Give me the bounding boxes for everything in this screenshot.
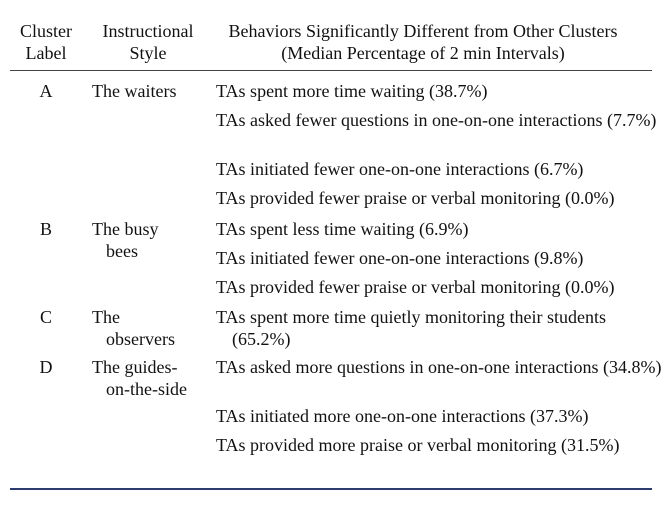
header-cluster-label: Cluster Label bbox=[10, 20, 82, 64]
behavior-item: TAs asked more questions in one-on-one i… bbox=[216, 357, 662, 377]
header-rule bbox=[10, 70, 652, 71]
header-text: Instructional bbox=[102, 21, 194, 41]
header-text: Style bbox=[129, 43, 167, 63]
cluster-label: A bbox=[39, 81, 53, 101]
behavior-item: TAs initiated more one-on-one interactio… bbox=[216, 406, 589, 426]
instructional-style: The busy bees bbox=[92, 219, 159, 261]
instructional-style: The observers bbox=[92, 307, 175, 349]
behavior-item: TAs asked fewer questions in one-on-one … bbox=[216, 110, 657, 130]
header-text: (Median Percentage of 2 min Intervals) bbox=[281, 43, 565, 63]
behavior-item: TAs provided fewer praise or verbal moni… bbox=[216, 277, 615, 297]
header-instructional-style: Instructional Style bbox=[92, 20, 204, 64]
behavior-item: TAs spent more time quietly monitoring t… bbox=[216, 307, 607, 349]
header-behaviors: Behaviors Significantly Different from O… bbox=[216, 20, 630, 64]
cluster-label: D bbox=[39, 357, 53, 377]
behavior-item: TAs provided more praise or verbal monit… bbox=[216, 435, 620, 455]
behavior-item: TAs initiated fewer one-on-one interacti… bbox=[216, 248, 584, 268]
header-text: Behaviors Significantly Different from O… bbox=[228, 21, 618, 41]
behavior-item: TAs provided fewer praise or verbal moni… bbox=[216, 188, 615, 208]
bottom-rule bbox=[10, 488, 652, 490]
behavior-item: TAs spent less time waiting (6.9%) bbox=[216, 219, 469, 239]
instructional-style: The guides- on-the-side bbox=[92, 357, 187, 399]
header-text: Label bbox=[25, 43, 67, 63]
cluster-label: C bbox=[39, 307, 52, 327]
cluster-label: B bbox=[39, 219, 52, 239]
behavior-item: TAs initiated fewer one-on-one interacti… bbox=[216, 159, 584, 179]
instructional-style: The waiters bbox=[92, 81, 177, 101]
behavior-item: TAs spent more time waiting (38.7%) bbox=[216, 81, 488, 101]
header-text: Cluster bbox=[20, 21, 72, 41]
